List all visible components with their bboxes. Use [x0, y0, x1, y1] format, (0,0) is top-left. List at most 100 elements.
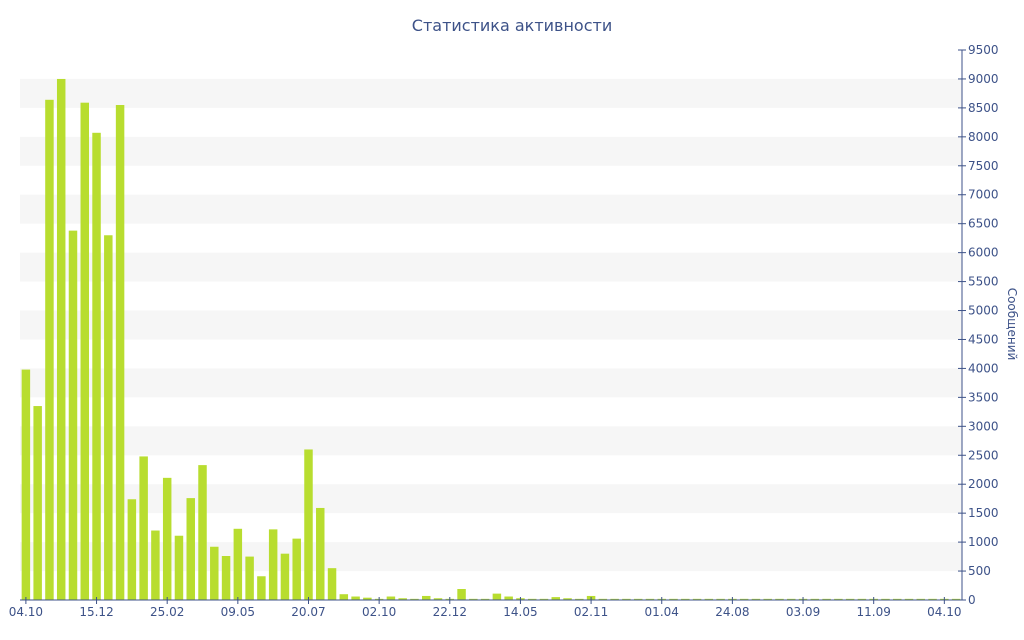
y-tick-label: 4500	[968, 332, 999, 346]
bar	[92, 132, 101, 601]
bar	[716, 598, 725, 600]
bar	[363, 597, 372, 600]
bar	[221, 556, 231, 600]
x-tick-label: 14.05	[503, 605, 537, 619]
x-tick-label: 02.10	[362, 605, 396, 619]
bar	[280, 553, 290, 600]
bar	[151, 530, 160, 600]
bar	[127, 499, 137, 600]
bar	[669, 598, 678, 600]
bar	[115, 105, 125, 600]
bar	[610, 598, 619, 600]
x-tick-label: 09.05	[221, 605, 255, 619]
x-tick-label: 24.08	[715, 605, 749, 619]
grid-band	[20, 368, 962, 398]
bar	[410, 598, 419, 600]
bar	[563, 598, 572, 600]
y-tick-label: 0	[968, 593, 976, 607]
bar	[492, 593, 502, 600]
y-tick-label: 8000	[968, 130, 999, 144]
bar	[104, 235, 113, 600]
bar	[575, 598, 584, 600]
bar	[951, 598, 961, 600]
bar	[316, 507, 325, 600]
grid-band	[20, 78, 962, 108]
bar	[139, 456, 148, 600]
bar	[233, 528, 243, 600]
bar	[551, 597, 560, 600]
bar	[704, 598, 714, 600]
y-tick-label: 5000	[968, 304, 999, 318]
y-tick-label: 6500	[968, 217, 999, 231]
bar	[681, 598, 690, 600]
x-tick-label: 01.04	[645, 605, 679, 619]
y-tick-label: 4000	[968, 361, 999, 375]
bar	[198, 465, 207, 600]
bar	[857, 598, 867, 600]
x-tick-label: 20.07	[291, 605, 325, 619]
bar	[527, 598, 537, 600]
bar	[645, 598, 655, 600]
grid-band	[20, 542, 962, 572]
bar	[504, 596, 513, 600]
x-tick-label: 25.02	[150, 605, 184, 619]
bar	[257, 576, 266, 600]
bar	[787, 598, 796, 600]
x-tick-label: 11.09	[857, 605, 891, 619]
x-tick-label: 03.09	[786, 605, 820, 619]
axes	[20, 49, 966, 604]
bar	[186, 498, 195, 600]
bar	[751, 598, 761, 600]
bar	[351, 596, 360, 600]
bar	[692, 598, 702, 600]
bar	[763, 598, 772, 600]
y-tick-label: 9000	[968, 72, 999, 86]
bar	[834, 598, 843, 600]
y-tick-label: 2500	[968, 448, 999, 462]
bar	[904, 598, 914, 600]
y-tick-label: 5500	[968, 275, 999, 289]
bar	[928, 598, 937, 600]
bar	[739, 598, 749, 600]
bar	[268, 529, 278, 600]
bar-series	[21, 78, 961, 601]
y-tick-label: 8500	[968, 101, 999, 115]
bar	[21, 369, 31, 600]
y-tick-label: 9500	[968, 43, 999, 57]
bar	[916, 598, 926, 600]
bar	[56, 78, 66, 600]
bar	[304, 449, 313, 600]
y-tick-labels: 0 500 1000 1500 2000 2500 3000 3500 4000 4500 5000…	[968, 43, 999, 607]
bar	[339, 594, 349, 600]
bar	[68, 230, 78, 600]
bar	[633, 598, 643, 600]
y-tick-label: 6000	[968, 246, 999, 260]
bar	[810, 598, 820, 600]
y-tick-label: 7500	[968, 159, 999, 173]
bar	[174, 535, 184, 600]
bar	[893, 598, 902, 600]
grid-band	[20, 136, 962, 166]
bar	[398, 598, 407, 600]
grid-band	[20, 426, 962, 456]
bar	[422, 595, 431, 600]
y-tick-label: 7000	[968, 188, 999, 202]
grid-band	[20, 484, 962, 514]
bar	[327, 568, 337, 600]
bar	[845, 598, 855, 600]
chart-title: Статистика активности	[412, 16, 612, 35]
bar	[539, 598, 549, 600]
bar	[245, 556, 254, 600]
y-tick-label: 500	[968, 564, 991, 578]
bar	[775, 598, 784, 600]
bar	[469, 598, 478, 600]
bar	[210, 546, 219, 600]
grid-band	[20, 310, 962, 340]
bar	[292, 538, 301, 600]
y-tick-label: 1500	[968, 506, 999, 520]
grid-band	[20, 194, 962, 224]
y-tick-label: 1000	[968, 535, 999, 549]
x-tick-label: 04.10	[927, 605, 961, 619]
bar	[457, 589, 466, 600]
